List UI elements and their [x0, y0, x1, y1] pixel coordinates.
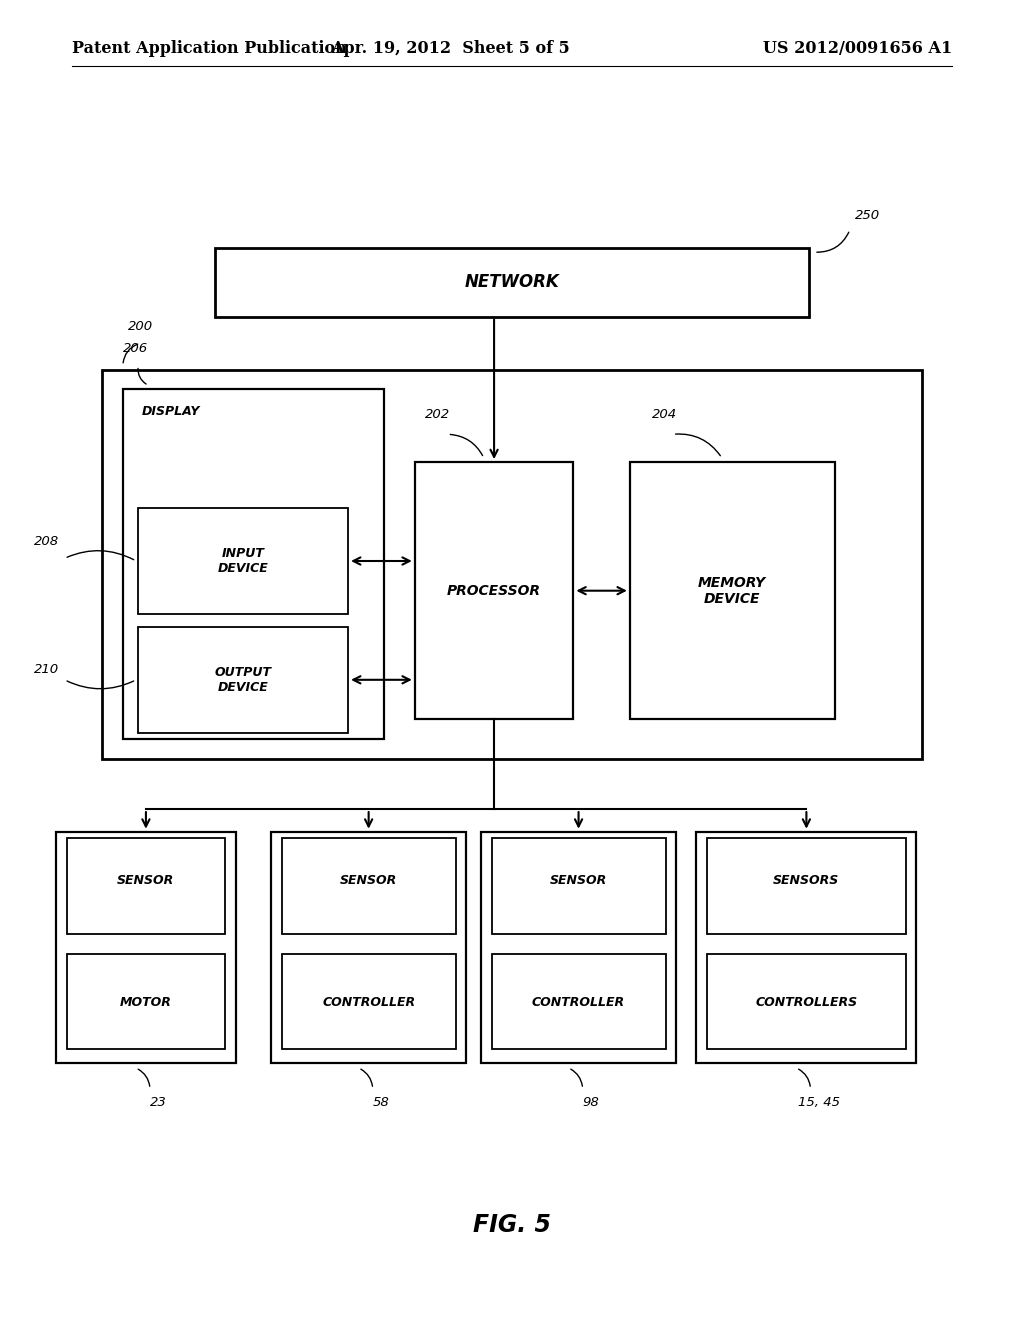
- FancyBboxPatch shape: [271, 832, 466, 1063]
- FancyBboxPatch shape: [215, 248, 809, 317]
- Text: NETWORK: NETWORK: [465, 273, 559, 292]
- Text: INPUT
DEVICE: INPUT DEVICE: [218, 546, 268, 576]
- FancyBboxPatch shape: [67, 838, 225, 935]
- Text: DISPLAY: DISPLAY: [141, 405, 200, 418]
- FancyBboxPatch shape: [102, 370, 922, 759]
- FancyBboxPatch shape: [707, 838, 906, 935]
- FancyBboxPatch shape: [123, 389, 384, 739]
- FancyBboxPatch shape: [282, 953, 456, 1049]
- Text: 15, 45: 15, 45: [798, 1096, 840, 1109]
- FancyBboxPatch shape: [138, 508, 348, 614]
- FancyBboxPatch shape: [282, 838, 456, 935]
- Text: 58: 58: [373, 1096, 389, 1109]
- Text: 200: 200: [128, 319, 154, 333]
- Text: 206: 206: [123, 342, 148, 355]
- Text: MEMORY
DEVICE: MEMORY DEVICE: [698, 576, 766, 606]
- FancyBboxPatch shape: [67, 953, 225, 1049]
- Text: CONTROLLER: CONTROLLER: [323, 995, 415, 1008]
- Text: 98: 98: [583, 1096, 599, 1109]
- FancyBboxPatch shape: [492, 838, 666, 935]
- Text: CONTROLLERS: CONTROLLERS: [756, 995, 857, 1008]
- FancyBboxPatch shape: [492, 953, 666, 1049]
- Text: US 2012/0091656 A1: US 2012/0091656 A1: [763, 41, 952, 57]
- FancyBboxPatch shape: [138, 627, 348, 733]
- Text: 23: 23: [150, 1096, 167, 1109]
- Text: 208: 208: [34, 535, 59, 548]
- Text: MOTOR: MOTOR: [120, 995, 172, 1008]
- Text: SENSOR: SENSOR: [118, 874, 174, 887]
- Text: SENSORS: SENSORS: [773, 874, 840, 887]
- Text: 250: 250: [855, 209, 881, 222]
- FancyBboxPatch shape: [630, 462, 835, 719]
- Text: PROCESSOR: PROCESSOR: [447, 583, 541, 598]
- FancyBboxPatch shape: [707, 953, 906, 1049]
- Text: FIG. 5: FIG. 5: [473, 1213, 551, 1237]
- Text: SENSOR: SENSOR: [340, 874, 397, 887]
- Text: 202: 202: [425, 408, 451, 421]
- FancyBboxPatch shape: [415, 462, 573, 719]
- FancyBboxPatch shape: [696, 832, 916, 1063]
- FancyBboxPatch shape: [56, 832, 236, 1063]
- Text: SENSOR: SENSOR: [550, 874, 607, 887]
- Text: CONTROLLER: CONTROLLER: [532, 995, 625, 1008]
- Text: OUTPUT
DEVICE: OUTPUT DEVICE: [215, 665, 271, 694]
- FancyBboxPatch shape: [481, 832, 676, 1063]
- Text: Patent Application Publication: Patent Application Publication: [72, 41, 346, 57]
- Text: Apr. 19, 2012  Sheet 5 of 5: Apr. 19, 2012 Sheet 5 of 5: [331, 41, 570, 57]
- Text: 204: 204: [652, 408, 678, 421]
- Text: 210: 210: [34, 663, 59, 676]
